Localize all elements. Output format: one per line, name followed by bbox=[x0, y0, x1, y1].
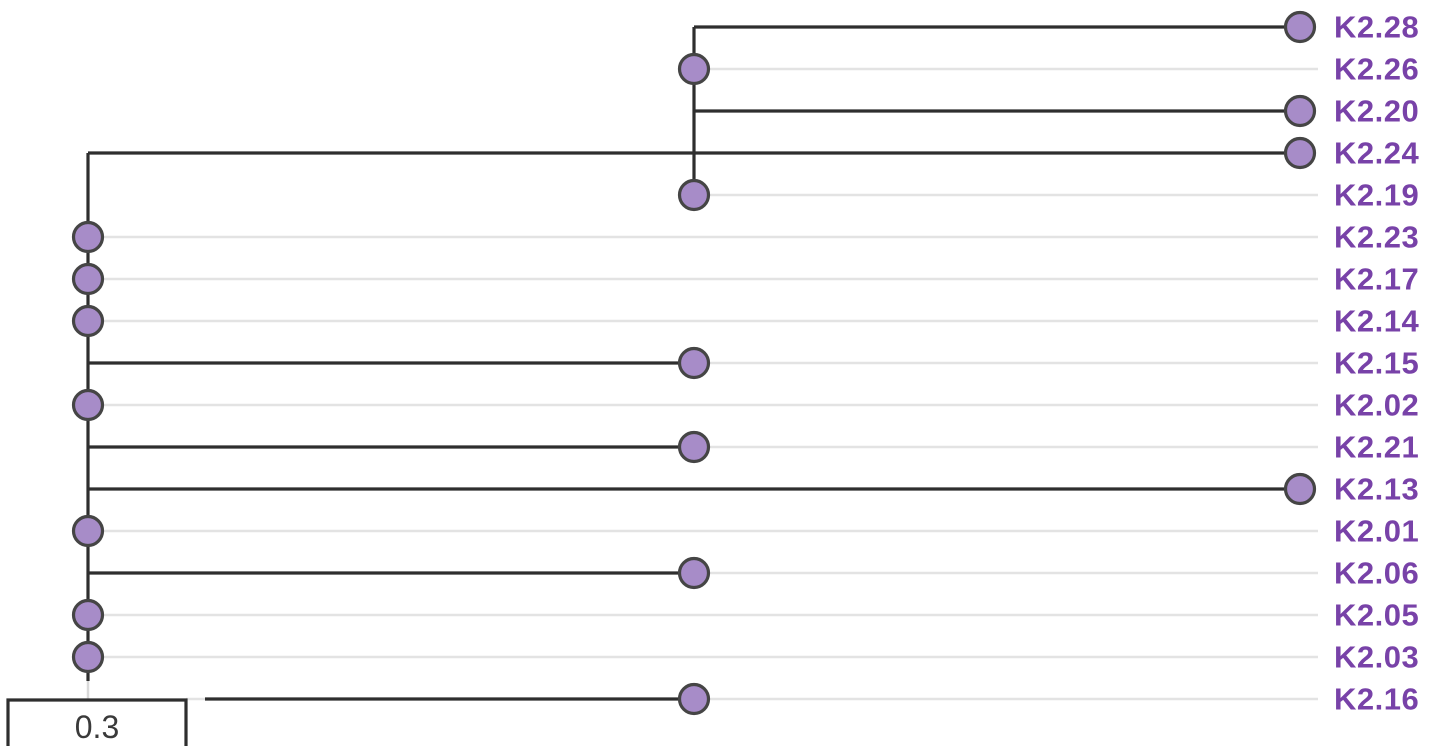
leaf-label-k2-02[interactable]: K2.02 bbox=[1334, 388, 1419, 423]
scale-bar bbox=[6, 698, 188, 746]
leaf-node-k2-26[interactable] bbox=[677, 52, 711, 86]
leaf-node-k2-24[interactable] bbox=[1283, 136, 1317, 170]
leaf-node-k2-28[interactable] bbox=[1283, 10, 1317, 44]
leaf-node-k2-03[interactable] bbox=[71, 640, 105, 674]
tree-branches-layer bbox=[86, 25, 1300, 701]
scale-bar-group: 0.3 bbox=[6, 698, 188, 746]
labels-layer: K2.28 K2.26 K2.20 K2.24 K2.19 K2.23 K2.17 K2.14… bbox=[1334, 10, 1419, 717]
leaf-label-k2-01[interactable]: K2.01 bbox=[1334, 514, 1419, 549]
leaf-node-k2-06[interactable] bbox=[677, 556, 711, 590]
leaf-label-k2-23[interactable]: K2.23 bbox=[1334, 220, 1419, 255]
leaf-label-k2-21[interactable]: K2.21 bbox=[1334, 430, 1419, 465]
leaf-node-k2-01[interactable] bbox=[71, 514, 105, 548]
leaf-node-k2-15[interactable] bbox=[677, 346, 711, 380]
leaf-label-k2-14[interactable]: K2.14 bbox=[1334, 304, 1419, 339]
leaf-label-k2-16[interactable]: K2.16 bbox=[1334, 682, 1419, 717]
leaf-node-k2-23[interactable] bbox=[71, 220, 105, 254]
leaf-node-k2-16[interactable] bbox=[677, 682, 711, 716]
leaf-node-k2-17[interactable] bbox=[71, 262, 105, 296]
leaf-label-k2-15[interactable]: K2.15 bbox=[1334, 346, 1419, 381]
leaf-node-k2-20[interactable] bbox=[1283, 94, 1317, 128]
leaf-label-k2-17[interactable]: K2.17 bbox=[1334, 262, 1419, 297]
leaf-node-k2-02[interactable] bbox=[71, 388, 105, 422]
leaf-label-k2-05[interactable]: K2.05 bbox=[1334, 598, 1419, 633]
leaf-label-k2-03[interactable]: K2.03 bbox=[1334, 640, 1419, 675]
leaf-node-k2-13[interactable] bbox=[1283, 472, 1317, 506]
leaf-node-k2-19[interactable] bbox=[677, 178, 711, 212]
leaf-node-k2-05[interactable] bbox=[71, 598, 105, 632]
guide-lines-layer bbox=[88, 67, 1318, 701]
leaf-label-k2-20[interactable]: K2.20 bbox=[1334, 94, 1419, 129]
scale-bar-label: 0.3 bbox=[75, 709, 119, 745]
leaf-label-k2-19[interactable]: K2.19 bbox=[1334, 178, 1419, 213]
nodes-layer bbox=[71, 10, 1317, 716]
leaf-label-k2-06[interactable]: K2.06 bbox=[1334, 556, 1419, 591]
leaf-node-k2-21[interactable] bbox=[677, 430, 711, 464]
leaf-node-k2-14[interactable] bbox=[71, 304, 105, 338]
leaf-label-k2-28[interactable]: K2.28 bbox=[1334, 10, 1419, 45]
leaf-label-k2-26[interactable]: K2.26 bbox=[1334, 52, 1419, 87]
leaf-label-k2-24[interactable]: K2.24 bbox=[1334, 136, 1419, 171]
leaf-label-k2-13[interactable]: K2.13 bbox=[1334, 472, 1419, 507]
